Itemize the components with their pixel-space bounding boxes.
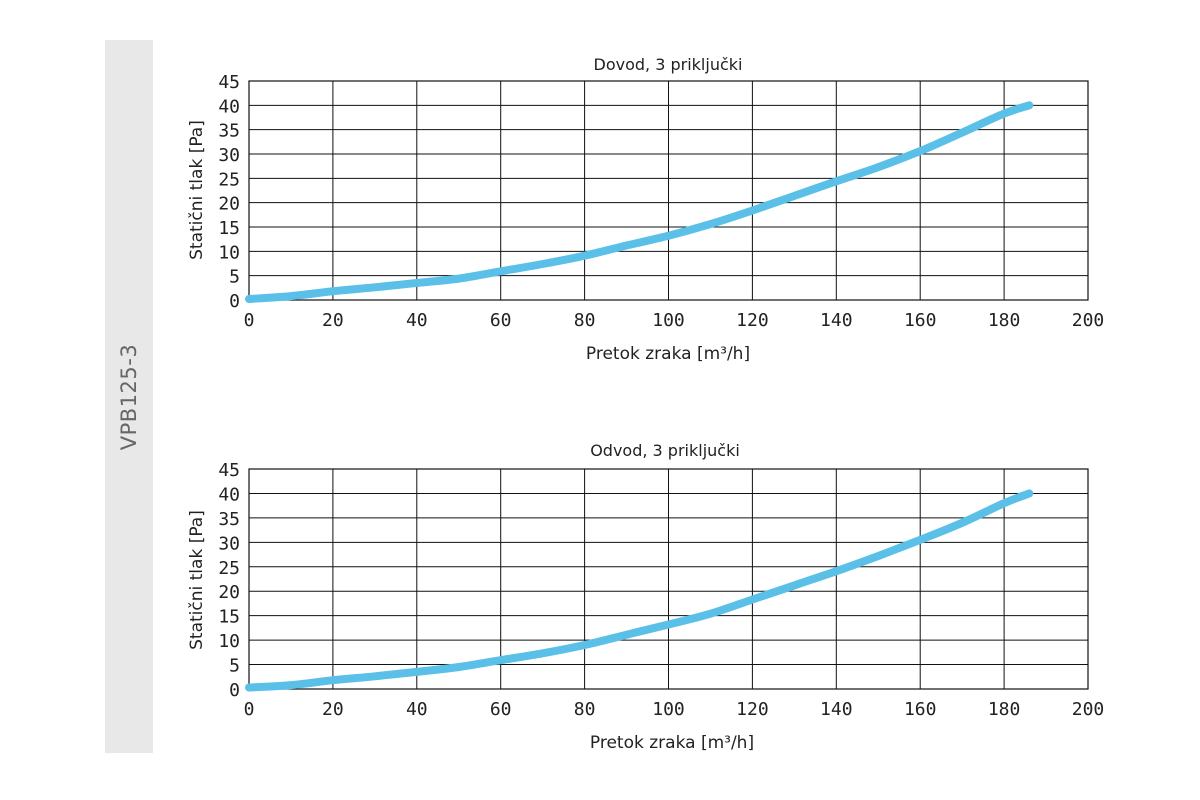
x-tick-label: 120: [736, 699, 769, 720]
x-tick-label: 200: [1072, 699, 1105, 720]
y-tick-label: 15: [218, 607, 240, 628]
y-axis-label: Statični tlak [Pa]: [187, 120, 207, 260]
y-tick-label: 40: [218, 484, 240, 505]
x-axis-label: Pretok zraka [m³/h]: [586, 344, 750, 364]
y-tick-label: 10: [218, 631, 240, 652]
x-tick-label: 0: [244, 310, 255, 331]
grid: [248, 468, 1089, 690]
chart-title: Dovod, 3 priključki: [594, 55, 743, 74]
x-tick-label: 100: [652, 310, 685, 331]
y-tick-label: 40: [218, 96, 240, 117]
y-tick-label: 0: [229, 291, 240, 312]
plot-frame: [248, 80, 1089, 301]
series-line: [245, 101, 1034, 303]
y-tick-label: 45: [218, 72, 240, 93]
x-tick-label: 0: [244, 699, 255, 720]
x-tick-label: 20: [322, 699, 344, 720]
x-tick-label: 140: [820, 699, 853, 720]
y-axis-ticks: 0 5 10 15 20 25 30 35 40 45: [218, 72, 240, 312]
x-tick-label: 180: [988, 310, 1021, 331]
y-tick-label: 5: [229, 656, 240, 677]
x-tick-label: 60: [490, 699, 512, 720]
x-tick-label: 160: [904, 310, 937, 331]
x-tick-label: 200: [1072, 310, 1105, 331]
y-tick-label: 25: [218, 169, 240, 190]
y-tick-label: 10: [218, 242, 240, 263]
x-tick-label: 40: [406, 699, 428, 720]
series-line: [245, 489, 1034, 692]
y-tick-label: 35: [218, 509, 240, 530]
x-tick-label: 80: [574, 699, 596, 720]
y-tick-label: 45: [218, 460, 240, 481]
side-tab: VPB125-3: [105, 40, 153, 753]
x-tick-label: 180: [988, 699, 1021, 720]
x-tick-label: 40: [406, 310, 428, 331]
y-tick-label: 25: [218, 558, 240, 579]
y-tick-label: 35: [218, 121, 240, 142]
x-tick-label: 80: [574, 310, 596, 331]
y-tick-label: 30: [218, 145, 240, 166]
x-tick-label: 160: [904, 699, 937, 720]
x-tick-label: 100: [652, 699, 685, 720]
chart-title: Odvod, 3 priključki: [590, 441, 740, 460]
x-axis-ticks: 0 20 40 60 80 100 120 140 160 180 200: [244, 310, 1105, 331]
x-axis-label: Pretok zraka [m³/h]: [590, 733, 754, 753]
x-tick-label: 60: [490, 310, 512, 331]
y-tick-label: 20: [218, 582, 240, 603]
x-tick-label: 20: [322, 310, 344, 331]
y-tick-label: 5: [229, 267, 240, 288]
grid: [248, 80, 1089, 301]
y-tick-label: 0: [229, 680, 240, 701]
y-tick-label: 20: [218, 194, 240, 215]
series-layer: [245, 489, 1034, 692]
chart-supply: Dovod, 3 priključki 0 5 10 15 20 25 30 35 40 45 0…: [187, 55, 1105, 364]
y-axis-ticks: 0 5 10 15 20 25 30 35 40 45: [218, 460, 240, 701]
series-layer: [245, 101, 1034, 303]
x-tick-label: 140: [820, 310, 853, 331]
y-axis-label: Statični tlak [Pa]: [187, 510, 207, 650]
y-tick-label: 30: [218, 533, 240, 554]
y-tick-label: 15: [218, 218, 240, 239]
x-tick-label: 120: [736, 310, 769, 331]
chart-exhaust: Odvod, 3 priključki 0 5 10 15 20 25 30 35 40 45 0…: [187, 441, 1105, 753]
plot-frame: [248, 468, 1089, 690]
x-axis-ticks: 0 20 40 60 80 100 120 140 160 180 200: [244, 699, 1105, 720]
